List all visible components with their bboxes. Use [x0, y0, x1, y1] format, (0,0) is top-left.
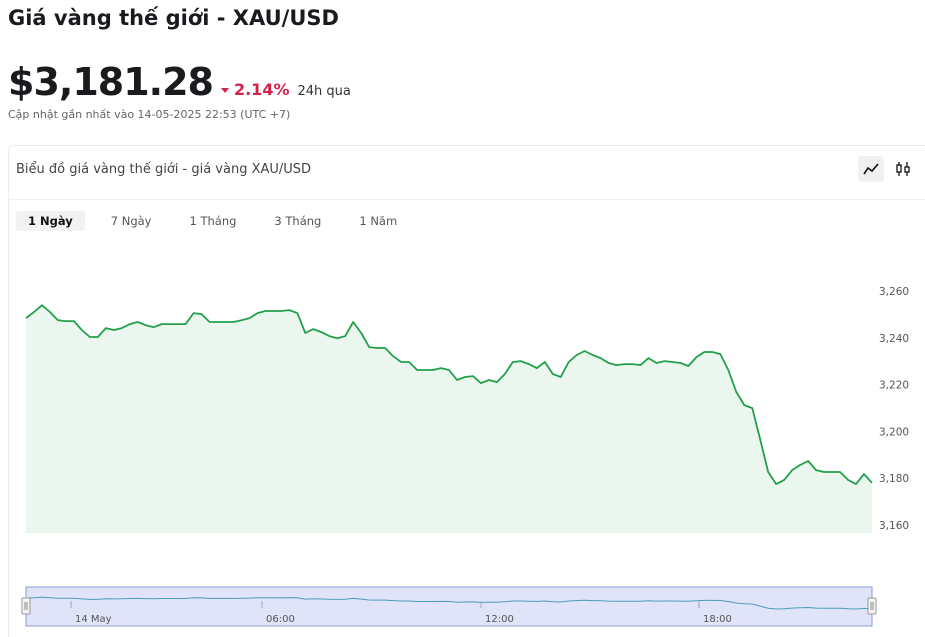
range-tab[interactable]: 3 Tháng: [274, 214, 322, 228]
line-chart-button[interactable]: [858, 156, 884, 182]
separator: [9, 199, 925, 200]
y-tick-label: 3,240: [879, 333, 909, 345]
card-title: Biểu đồ giá vàng thế giới - giá vàng XAU…: [16, 162, 312, 177]
period: 24h qua: [297, 84, 351, 99]
navigator-bg: [25, 586, 873, 627]
page-title: Giá vàng thế giới - XAU/USD: [8, 6, 339, 30]
navigator-label: 12:00: [485, 614, 514, 625]
range-tabs: 1 Ngày 7 Ngày 1 Tháng 3 Tháng 1 Năm: [16, 211, 419, 231]
navigator-handle: [867, 597, 877, 615]
range-tab[interactable]: 7 Ngày: [110, 214, 152, 228]
range-tab[interactable]: 1 Tháng: [189, 214, 237, 228]
candle-icon: [896, 162, 910, 176]
price: $3,181.28: [8, 60, 214, 104]
y-tick-label: 3,200: [879, 426, 909, 438]
line-icon: [863, 163, 879, 175]
navigator-label: 06:00: [266, 614, 295, 625]
range-tab[interactable]: 1 Ngày: [16, 211, 85, 231]
price-change: 2.14%: [221, 80, 290, 99]
y-tick-label: 3,220: [879, 380, 909, 392]
navigator-label: 14 May: [75, 614, 112, 625]
price-area: [26, 305, 872, 533]
y-tick-label: 3,260: [879, 286, 909, 298]
y-tick-label: 3,160: [879, 520, 909, 532]
navigator-handle: [21, 597, 31, 615]
y-tick-label: 3,180: [879, 473, 909, 485]
navigator-label: 18:00: [703, 614, 732, 625]
navigator-line: [25, 596, 873, 610]
chart-type-switch: [858, 156, 916, 182]
range-tab[interactable]: 1 Năm: [359, 214, 398, 228]
price-line: [25, 304, 873, 485]
price-row: $3,181.28 2.14% 24h qua: [8, 60, 351, 104]
updated-time: Cập nhật gần nhất vào 14-05-2025 22:53 (…: [8, 108, 291, 121]
candlestick-button[interactable]: [890, 156, 916, 182]
chart-card: [8, 145, 925, 637]
